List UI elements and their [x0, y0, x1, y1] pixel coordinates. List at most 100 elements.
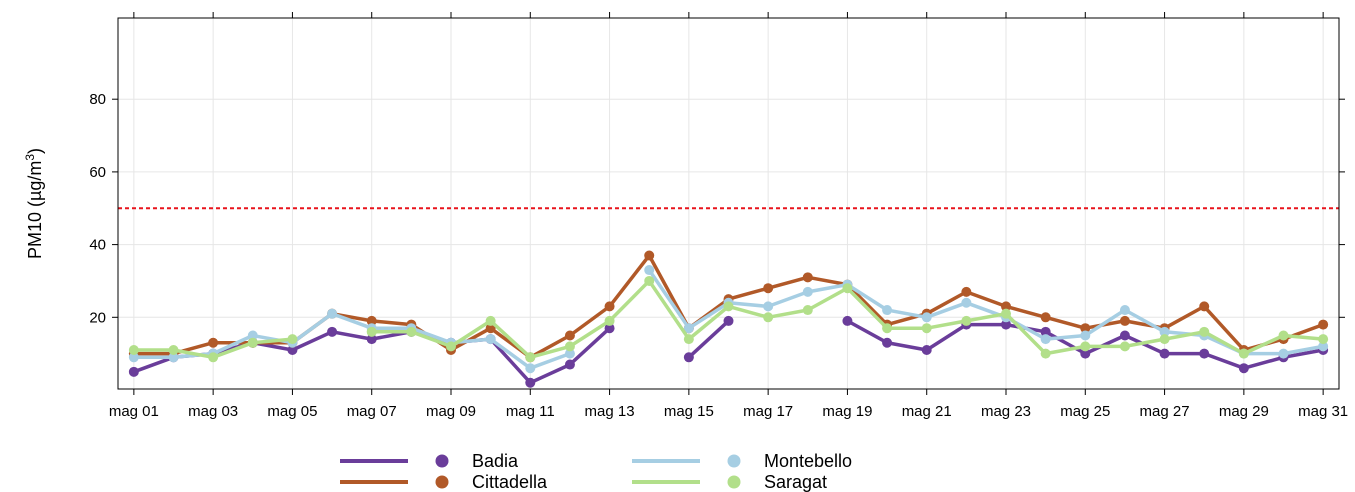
- data-point: [366, 326, 377, 337]
- data-point: [644, 265, 655, 276]
- data-point: [1080, 330, 1091, 341]
- data-point: [1238, 348, 1249, 359]
- y-axis-title-base: PM10 (µg/m: [25, 161, 45, 259]
- x-tick-label: mag 07: [347, 403, 397, 420]
- data-point: [1159, 326, 1170, 337]
- legend-point-swatch: [727, 475, 741, 489]
- data-point: [525, 352, 536, 363]
- data-point: [1119, 305, 1130, 316]
- data-point: [961, 286, 972, 297]
- data-point: [1199, 348, 1210, 359]
- legend-label: Cittadella: [472, 472, 548, 492]
- data-point: [683, 323, 694, 334]
- data-point: [128, 345, 139, 356]
- series-line: [687, 319, 730, 359]
- y-axis-title-close: ): [25, 148, 45, 154]
- data-point: [327, 308, 338, 319]
- legend-item: Cittadella: [340, 472, 548, 492]
- data-point: [1040, 326, 1051, 337]
- data-point: [802, 272, 813, 283]
- data-point: [1199, 301, 1210, 312]
- data-point: [644, 275, 655, 286]
- data-point: [1001, 308, 1011, 319]
- data-point: [1318, 334, 1329, 345]
- series-saragat: [128, 275, 1329, 363]
- x-tick-label: mag 25: [1060, 403, 1110, 420]
- series-line: [133, 311, 571, 370]
- plot-frame: [117, 17, 1340, 390]
- tick-labels: mag 01 mag 03 mag 05 mag 07 mag 09 mag 11 mag …: [89, 91, 1348, 420]
- data-point: [961, 315, 972, 326]
- data-point: [763, 301, 774, 312]
- data-point: [247, 330, 258, 341]
- data-point: [1040, 334, 1051, 345]
- data-point: [842, 283, 853, 294]
- data-point: [1159, 334, 1170, 345]
- data-point: [1238, 363, 1249, 374]
- data-point: [485, 315, 496, 326]
- data-point: [247, 337, 258, 348]
- legend-item: Montebello: [632, 451, 852, 471]
- x-tick-label: mag 31: [1298, 403, 1348, 420]
- data-point: [882, 337, 893, 348]
- data-point: [1040, 348, 1051, 359]
- legend-label: Saragat: [764, 472, 827, 492]
- data-point: [1040, 312, 1051, 323]
- data-point: [1080, 348, 1091, 359]
- data-point: [604, 315, 615, 326]
- data-point: [921, 345, 932, 356]
- data-point: [723, 301, 734, 312]
- data-point: [802, 286, 813, 297]
- y-tick-label: 40: [89, 237, 106, 254]
- data-point: [406, 326, 417, 337]
- x-tick-label: mag 27: [1140, 403, 1190, 420]
- x-tick-label: mag 29: [1219, 403, 1269, 420]
- x-tick-label: mag 13: [585, 403, 635, 420]
- data-point: [961, 297, 972, 308]
- data-point: [485, 323, 496, 334]
- data-point: [763, 312, 774, 323]
- data-point: [882, 305, 893, 316]
- data-point: [208, 337, 219, 348]
- data-point: [802, 305, 813, 316]
- series-group: [128, 250, 1329, 388]
- series-line: [647, 269, 1324, 356]
- data-point: [366, 315, 377, 326]
- x-tick-label: mag 03: [188, 403, 238, 420]
- data-point: [723, 315, 734, 326]
- data-point: [1119, 330, 1130, 341]
- data-point: [564, 348, 575, 359]
- legend-point-swatch: [435, 454, 449, 468]
- data-point: [208, 352, 219, 363]
- legend-item: Saragat: [632, 472, 827, 492]
- x-tick-label: mag 15: [664, 403, 714, 420]
- data-point: [1080, 323, 1091, 334]
- data-point: [485, 334, 496, 345]
- legend-label: Montebello: [764, 451, 852, 471]
- grid: [118, 18, 1339, 389]
- x-tick-label: mag 01: [109, 403, 159, 420]
- data-point: [446, 341, 456, 352]
- data-point: [525, 363, 536, 374]
- data-point: [604, 301, 615, 312]
- data-point: [168, 345, 179, 356]
- legend-item: Badia: [340, 451, 519, 471]
- data-point: [1278, 348, 1289, 359]
- data-point: [1199, 326, 1210, 337]
- data-point: [128, 352, 139, 363]
- legend-label: Badia: [472, 451, 519, 471]
- x-tick-label: mag 09: [426, 403, 476, 420]
- y-tick-label: 20: [89, 309, 106, 326]
- data-point: [1119, 315, 1130, 326]
- data-point: [882, 323, 893, 334]
- y-axis-title-sup: 3: [23, 154, 37, 161]
- x-tick-label: mag 05: [267, 403, 317, 420]
- data-point: [366, 334, 377, 345]
- x-tick-label: mag 21: [902, 403, 952, 420]
- x-tick-label: mag 19: [822, 403, 872, 420]
- x-tick-label: mag 23: [981, 403, 1031, 420]
- data-point: [1159, 348, 1170, 359]
- y-axis-title: PM10 (µg/m3): [23, 148, 45, 259]
- legend-point-swatch: [435, 475, 449, 489]
